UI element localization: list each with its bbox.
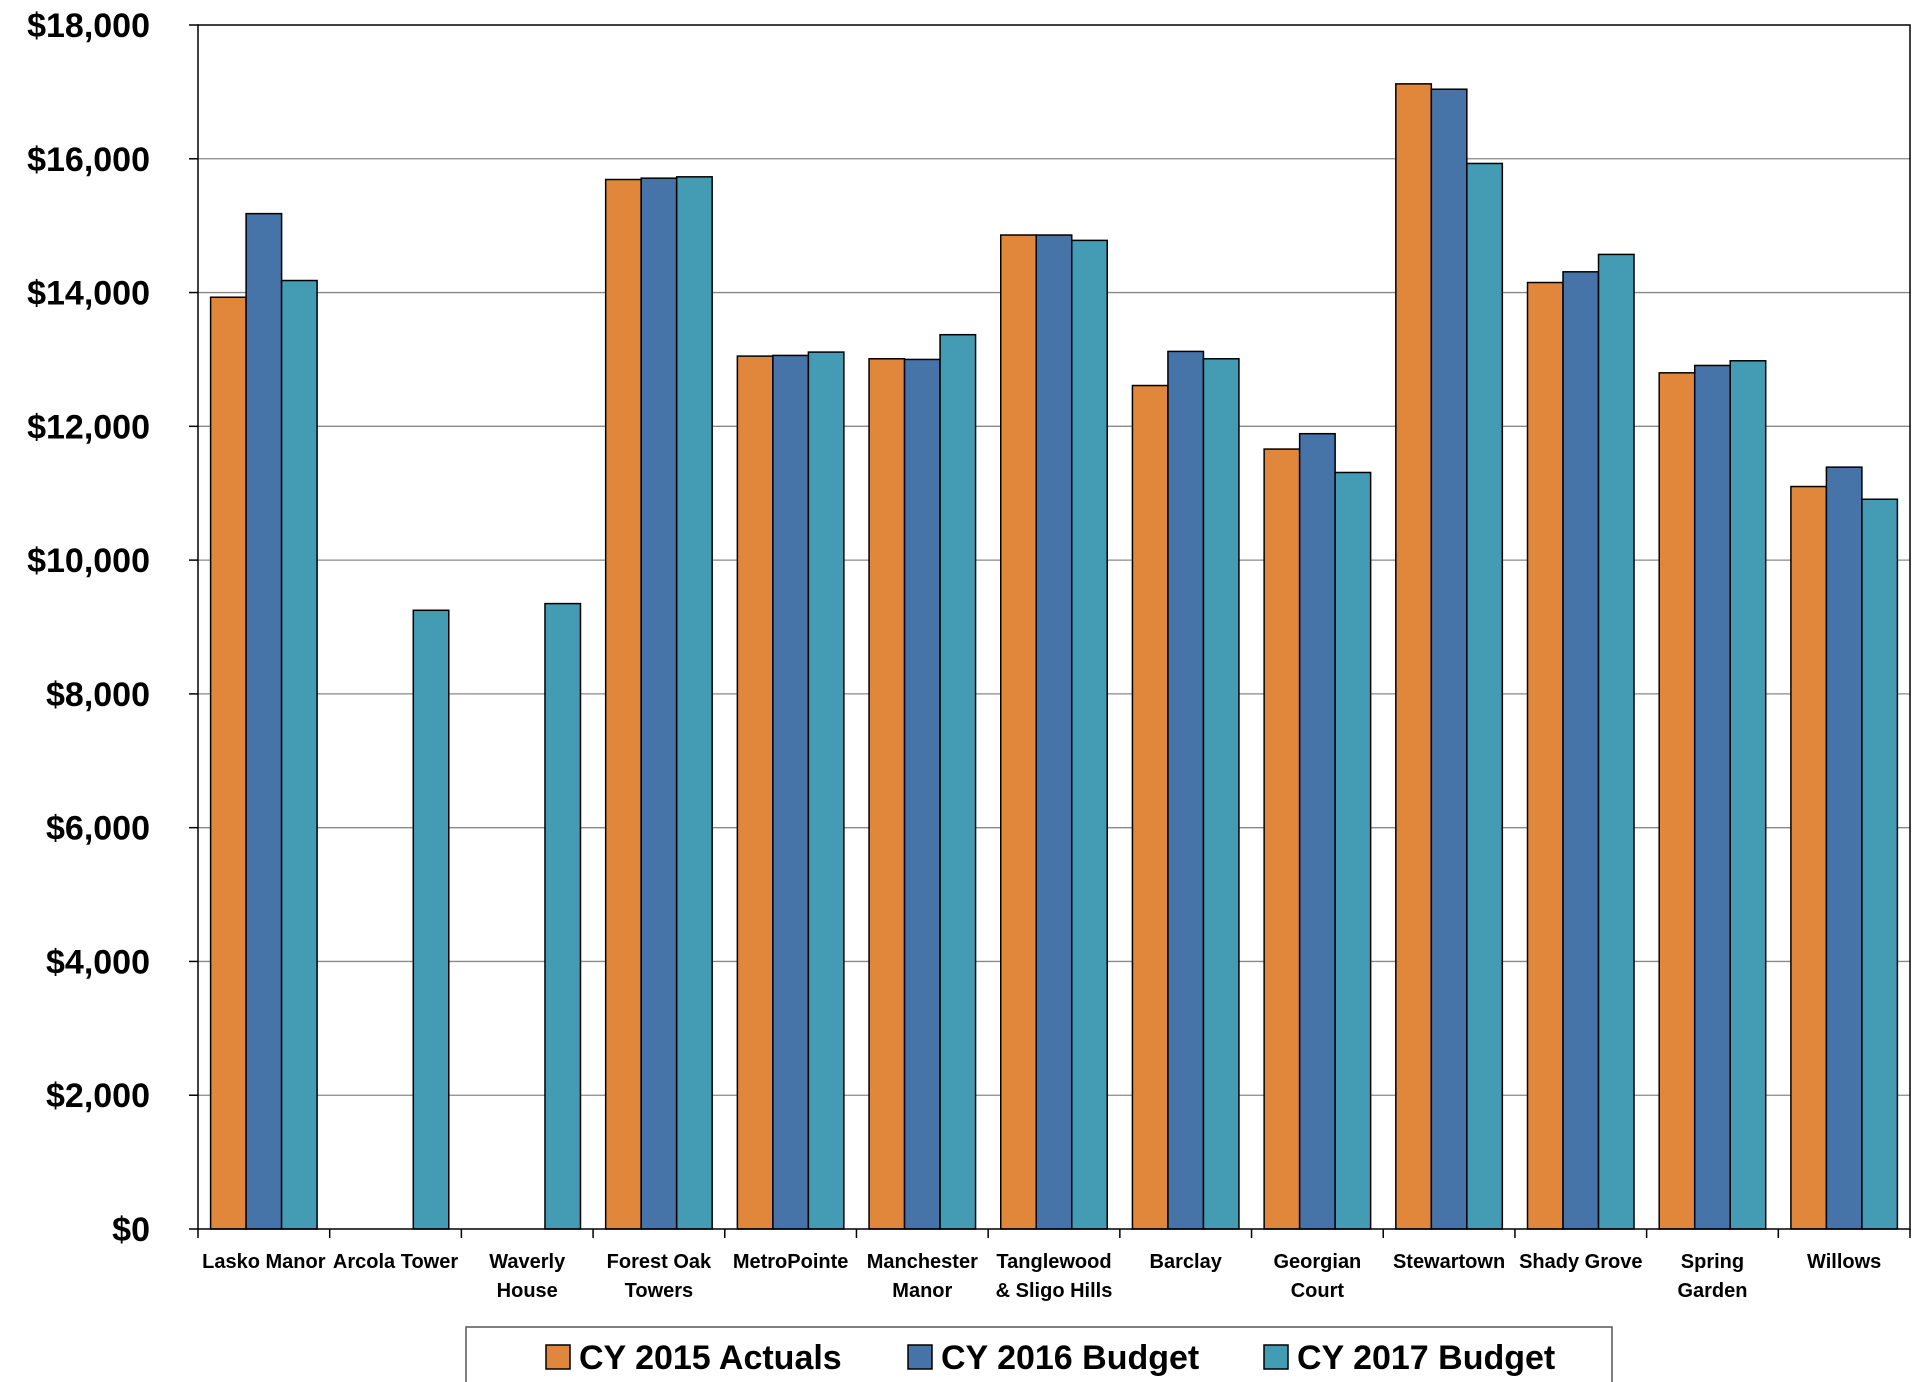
y-tick-label: $2,000 bbox=[46, 1077, 150, 1115]
bar bbox=[1825, 466, 1863, 1230]
y-tick-label: $6,000 bbox=[46, 810, 150, 848]
x-tick-label: Lasko Manor bbox=[202, 1251, 326, 1273]
bar bbox=[1035, 234, 1073, 1230]
y-tick-label: $14,000 bbox=[27, 275, 150, 313]
y-tick-label: $4,000 bbox=[46, 943, 150, 981]
x-tick-label: Manchester Manor bbox=[867, 1251, 978, 1302]
bar bbox=[640, 177, 678, 1230]
bar bbox=[1562, 271, 1600, 1230]
legend-swatch bbox=[1263, 1344, 1289, 1370]
bar bbox=[675, 176, 713, 1230]
bar bbox=[1693, 364, 1731, 1230]
bar bbox=[868, 358, 906, 1230]
bar bbox=[1202, 358, 1240, 1230]
legend-label: CY 2015 Actuals bbox=[579, 1339, 842, 1377]
axes bbox=[189, 24, 1911, 1238]
plot-area bbox=[197, 24, 1911, 1230]
bar bbox=[1526, 281, 1564, 1230]
bar bbox=[1597, 253, 1635, 1230]
bar bbox=[1298, 432, 1336, 1230]
bar bbox=[1395, 83, 1433, 1230]
bar bbox=[1430, 88, 1468, 1230]
x-tick-label: Tanglewood & Sligo Hills bbox=[996, 1251, 1113, 1302]
x-tick-label: Willows bbox=[1807, 1251, 1881, 1273]
y-tick-label: $0 bbox=[112, 1211, 150, 1249]
x-tick-label: Waverly House bbox=[489, 1251, 566, 1302]
x-tick-label: Shady Grove bbox=[1519, 1251, 1642, 1273]
bar bbox=[1334, 471, 1372, 1230]
bar bbox=[1466, 162, 1504, 1230]
y-tick-label: $8,000 bbox=[46, 676, 150, 714]
x-tick-label: Georgian Court bbox=[1273, 1251, 1361, 1302]
bar bbox=[280, 279, 318, 1230]
legend-box bbox=[465, 1326, 1613, 1382]
bar bbox=[209, 296, 247, 1230]
y-tick-label: $18,000 bbox=[27, 7, 150, 45]
legend-label: CY 2017 Budget bbox=[1297, 1339, 1555, 1377]
legend-swatch bbox=[545, 1344, 571, 1370]
y-tick-label: $12,000 bbox=[27, 408, 150, 446]
bar bbox=[736, 355, 774, 1230]
bar bbox=[1071, 239, 1108, 1230]
y-axis-tick-labels: $0 $2,000 $4,000 $6,000 $8,000 $10,000 $12,000… bbox=[27, 7, 150, 1249]
bar bbox=[544, 602, 582, 1230]
bar bbox=[1729, 360, 1767, 1230]
bar bbox=[1658, 372, 1696, 1230]
bar bbox=[807, 351, 845, 1230]
bars bbox=[209, 83, 1899, 1230]
legend: CY 2015 Actuals CY 2016 Budget CY 2017 Bud… bbox=[465, 1326, 1613, 1382]
y-tick-label: $16,000 bbox=[27, 141, 150, 179]
bar bbox=[1000, 234, 1037, 1230]
x-tick-label: MetroPointe bbox=[733, 1251, 849, 1273]
x-tick-label: Forest Oak Towers bbox=[607, 1251, 712, 1302]
legend-label: CY 2016 Budget bbox=[941, 1339, 1199, 1377]
x-tick-label: Stewartown bbox=[1393, 1251, 1505, 1273]
bar bbox=[1263, 448, 1301, 1230]
bar bbox=[1790, 485, 1828, 1230]
bar bbox=[1131, 384, 1169, 1230]
bar bbox=[939, 333, 977, 1230]
x-tick-label: Spring Garden bbox=[1677, 1251, 1747, 1302]
bar bbox=[1861, 498, 1899, 1230]
bar bbox=[412, 609, 450, 1230]
bar bbox=[604, 178, 642, 1230]
x-axis-tick-labels: Lasko Manor Arcola Tower Waverly House Fores… bbox=[202, 1251, 1881, 1302]
bar bbox=[1167, 350, 1205, 1230]
legend-swatch bbox=[907, 1344, 933, 1370]
x-tick-label: Arcola Tower bbox=[333, 1251, 458, 1273]
bar bbox=[245, 212, 283, 1230]
bar bbox=[903, 358, 941, 1230]
x-tick-label: Barclay bbox=[1150, 1251, 1223, 1273]
bar bbox=[772, 354, 810, 1230]
y-tick-label: $10,000 bbox=[27, 542, 150, 580]
